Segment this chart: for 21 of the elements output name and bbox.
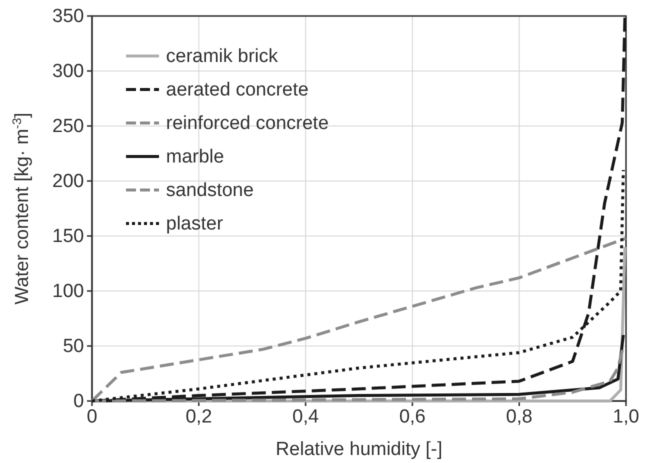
x-tick-label: 0,8 [506, 406, 532, 428]
y-tick-label: 0 [73, 391, 84, 412]
x-axis-title: Relative humidity [-] [276, 439, 442, 460]
y-tick-label: 50 [62, 336, 84, 358]
y-tick-label: 250 [52, 116, 84, 138]
x-tick-label: 1,0 [612, 406, 640, 428]
legend-label: aerated concrete [166, 80, 309, 100]
y-tick-label: 200 [52, 171, 84, 192]
x-tick-label: 0,6 [399, 406, 426, 428]
x-tick-label: 0 [86, 406, 98, 428]
x-tick-label: 0,2 [186, 406, 212, 428]
legend-label: reinforced concrete [166, 113, 329, 134]
legend-label: plaster [166, 214, 224, 234]
legend-label: sandstone [166, 180, 254, 201]
legend-label: ceramik brick [166, 46, 278, 67]
legend-label: marble [166, 146, 224, 168]
y-tick-label: 150 [52, 226, 84, 248]
x-tick-label: 0,4 [292, 406, 320, 428]
y-tick-label: 100 [52, 281, 84, 302]
y-tick-label: 350 [52, 6, 84, 28]
y-tick-label: 300 [52, 61, 84, 82]
